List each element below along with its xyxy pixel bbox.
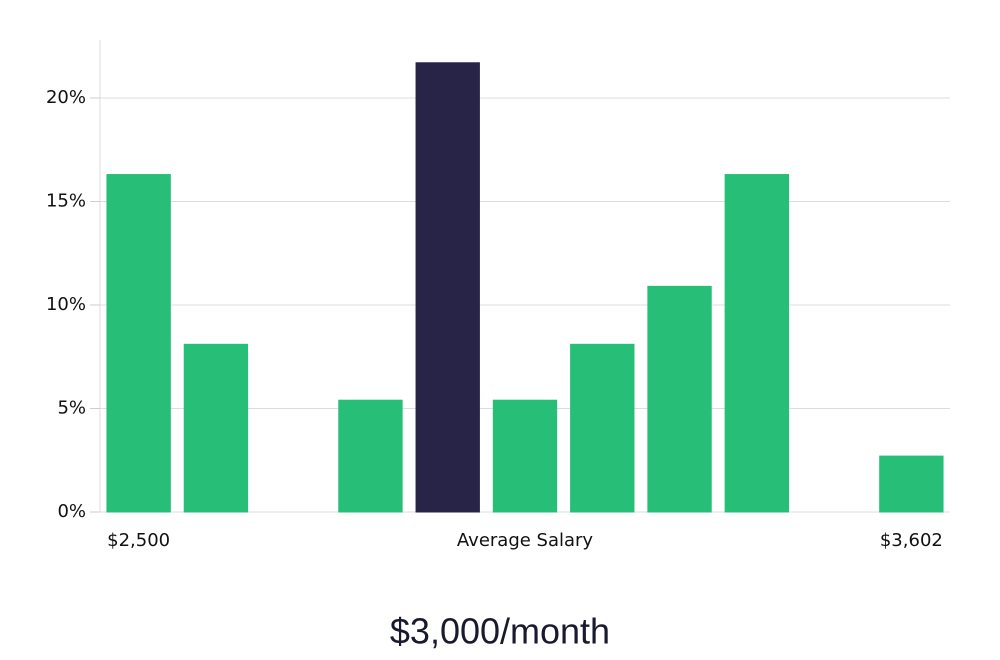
bar <box>570 343 635 513</box>
y-tick-label: 10% <box>46 294 86 315</box>
bar <box>879 455 944 513</box>
bar <box>183 343 249 513</box>
x-tick-label: Average Salary <box>457 530 594 551</box>
y-tick-label: 0% <box>57 501 86 522</box>
bar <box>647 285 712 513</box>
caption: $3,000/month <box>390 611 610 652</box>
bar <box>415 62 480 513</box>
x-tick-label: $2,500 <box>107 530 170 551</box>
x-tick-label: $3,602 <box>880 530 943 551</box>
y-tick-label: 15% <box>46 190 86 211</box>
bar <box>106 174 171 513</box>
bar <box>338 399 403 513</box>
bar <box>724 174 789 513</box>
bar <box>492 399 558 513</box>
y-tick-label: 5% <box>57 397 86 418</box>
y-tick-label: 20% <box>46 87 86 108</box>
